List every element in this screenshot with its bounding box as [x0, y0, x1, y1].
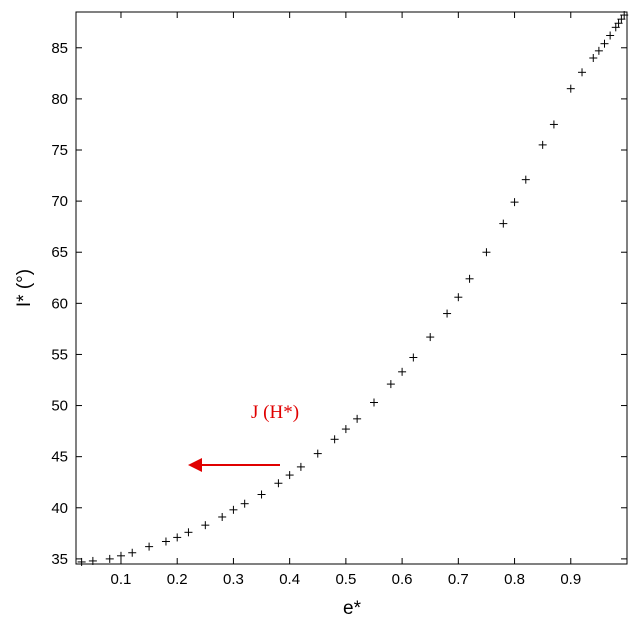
- x-tick-label: 0.7: [448, 571, 469, 588]
- y-tick-label: 35: [51, 551, 68, 568]
- data-point: [499, 219, 508, 228]
- x-tick-label: 0.9: [560, 571, 581, 588]
- plot-frame: [75, 11, 628, 565]
- data-point: [218, 512, 227, 521]
- y-tick-label: 80: [51, 91, 68, 108]
- y-tick-label: 70: [51, 193, 68, 210]
- annotation-label: J (H*): [251, 402, 299, 423]
- data-point: [566, 84, 575, 93]
- axis-ticks: [76, 12, 627, 564]
- x-tick-label: 0.2: [167, 571, 188, 588]
- data-point: [482, 248, 491, 257]
- data-point: [465, 274, 474, 283]
- x-tick-label: 0.5: [335, 571, 356, 588]
- data-point: [620, 11, 629, 20]
- data-point: [313, 449, 322, 458]
- data-point: [330, 435, 339, 444]
- data-point: [538, 140, 547, 149]
- data-point: [240, 499, 249, 508]
- data-point: [443, 309, 452, 318]
- data-point: [454, 293, 463, 302]
- y-tick-label: 75: [51, 142, 68, 159]
- data-point: [341, 425, 350, 434]
- y-tick-label: 65: [51, 244, 68, 261]
- data-point: [173, 533, 182, 542]
- data-point: [398, 367, 407, 376]
- y-tick-label: 45: [51, 449, 68, 466]
- data-point: [145, 542, 154, 551]
- x-tick-label: 0.3: [223, 571, 244, 588]
- data-point: [386, 380, 395, 389]
- data-point: [274, 479, 283, 488]
- data-point: [105, 554, 114, 563]
- data-point: [353, 414, 362, 423]
- data-point: [426, 333, 435, 342]
- data-point: [578, 68, 587, 77]
- data-point: [296, 462, 305, 471]
- x-tick-labels: 0.1 0.2 0.3 0.4 0.5 0.6 0.7 0.8 0.9: [111, 571, 582, 588]
- data-point: [549, 120, 558, 129]
- x-tick-label: 0.1: [111, 571, 132, 588]
- data-point: [510, 198, 519, 207]
- data-point: [257, 490, 266, 499]
- data-point: [611, 23, 620, 32]
- x-tick-label: 0.4: [279, 571, 300, 588]
- x-tick-label: 0.6: [392, 571, 413, 588]
- data-point: [128, 548, 137, 557]
- data-point: [521, 175, 530, 184]
- data-point: [184, 528, 193, 537]
- y-tick-label: 40: [51, 500, 68, 517]
- y-axis-title: I* (°): [14, 269, 35, 307]
- y-tick-label: 55: [51, 346, 68, 363]
- data-point: [614, 19, 623, 28]
- y-tick-label: 60: [51, 295, 68, 312]
- data-point: [201, 521, 210, 530]
- data-point: [369, 398, 378, 407]
- data-point: [617, 15, 626, 24]
- y-tick-labels: 35 40 45 50 55 60 65 70 75 80 85: [51, 40, 68, 568]
- data-points: [77, 11, 629, 566]
- x-axis-title: e*: [343, 598, 362, 619]
- data-point: [88, 556, 97, 565]
- y-tick-label: 50: [51, 398, 68, 415]
- annotation-arrow: [188, 458, 280, 472]
- data-point: [161, 537, 170, 546]
- data-point: [77, 557, 86, 566]
- data-point: [594, 46, 603, 55]
- data-point: [606, 31, 615, 40]
- data-point: [600, 39, 609, 48]
- data-point: [285, 471, 294, 480]
- data-point: [589, 54, 598, 62]
- y-tick-label: 85: [51, 40, 68, 57]
- data-point: [116, 551, 125, 560]
- data-point: [409, 353, 418, 362]
- x-tick-label: 0.8: [504, 571, 525, 588]
- data-point: [229, 505, 238, 514]
